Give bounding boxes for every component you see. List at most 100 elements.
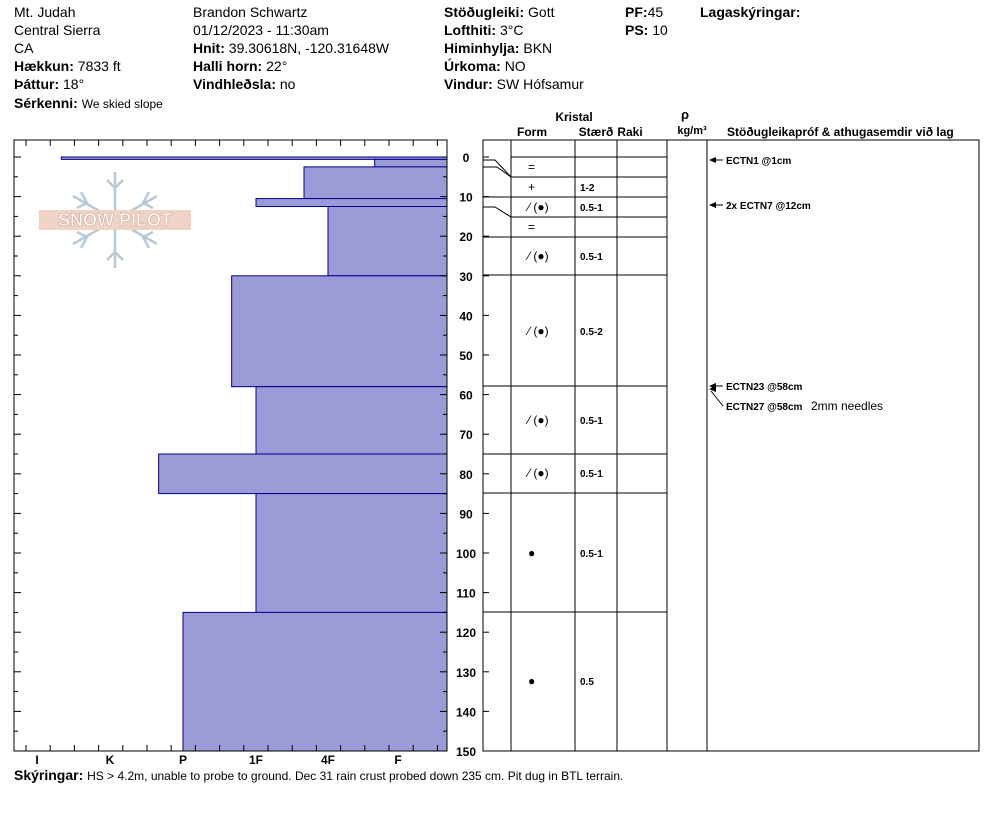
layer-form-symbol: +: [528, 180, 535, 194]
elevation-value: 7833 ft: [77, 58, 121, 74]
y-tick-label: 70: [459, 428, 473, 442]
layer-grain-size: 0.5-1: [580, 203, 603, 214]
precip-label: Úrkoma:: [444, 58, 501, 74]
slope-value: 22°: [266, 58, 288, 74]
wind-value: SW Hófsamur: [496, 76, 584, 92]
y-tick-label: 50: [459, 349, 473, 363]
sky-label: Himinhylja:: [444, 40, 520, 56]
y-tick-label: 140: [456, 705, 476, 719]
wind-loading-label: Vindhleðsla:: [193, 76, 276, 92]
wind-loading-value: no: [279, 76, 296, 92]
layer-grain-size: 0.5-1: [580, 252, 603, 263]
y-tick-label: 60: [459, 389, 473, 403]
snowpilot-logo: SNOW PILOT: [39, 172, 191, 268]
footer-text: HS > 4.2m, unable to probe to ground. De…: [87, 769, 624, 783]
logo-banner: [39, 210, 191, 230]
hardness-bar: [303, 166, 448, 200]
range: Central Sierra: [14, 22, 101, 38]
column-header-moisture: Raki: [617, 125, 642, 139]
test-arrowhead: [709, 157, 716, 163]
observer: Brandon Schwartz: [193, 4, 308, 20]
y-tick-label: 10: [459, 191, 473, 205]
feature-value: We skied slope: [81, 97, 163, 111]
stability-value: Gott: [528, 4, 555, 20]
layer-table-frame: [482, 139, 980, 752]
stability-test-comment: 2mm needles: [811, 399, 883, 413]
elevation: Hækkun: 7833 ft: [14, 57, 121, 75]
column-header-form: Form: [517, 125, 547, 139]
hardness-bar: [255, 386, 448, 455]
slope-label: Halli horn:: [193, 58, 263, 74]
hardness-bar: [182, 611, 448, 752]
hardness-bar: [255, 198, 448, 208]
air-temp-value: 3°C: [499, 22, 524, 38]
ps-value: 10: [652, 22, 668, 38]
wind-loading: Vindhleðsla: no: [193, 75, 295, 93]
coords-value: 39.30618N, -120.31648W: [228, 40, 390, 56]
air-temp-label: Lofthiti:: [444, 22, 497, 38]
ps-label: PS:: [625, 22, 649, 38]
y-tick-label: 120: [456, 626, 476, 640]
footer-notes: Skýringar: HS > 4.2m, unable to probe to…: [14, 766, 623, 785]
air-temp: Lofthiti: 3°C: [444, 21, 523, 39]
y-tick-label: 0: [463, 151, 470, 165]
layer-form-symbol: ⁄ (●): [525, 413, 549, 427]
test-arrowhead: [709, 202, 716, 208]
layer-notes-title: Lagaskýringar:: [700, 4, 801, 20]
sky: Himinhylja: BKN: [444, 39, 552, 57]
test-pointer: [710, 390, 724, 407]
layer-form-symbol: ⁄ (●): [525, 466, 549, 480]
footer-label: Skýringar:: [14, 767, 84, 783]
layer-connector: [483, 159, 512, 178]
elevation-label: Hækkun:: [14, 58, 74, 74]
x-tick-label: 1F: [249, 753, 263, 767]
sky-value: BKN: [523, 40, 553, 56]
hardness-plot-frame: [13, 139, 448, 752]
y-tick-label: 100: [456, 547, 476, 561]
y-tick-label: 110: [456, 587, 476, 601]
hardness-bar: [327, 206, 448, 277]
x-tick-label: F: [394, 753, 401, 767]
layer-grain-size: 0.5-1: [580, 416, 603, 427]
aspect: Þáttur: 18°: [14, 75, 84, 93]
stability-test-label: ECTN23 @58cm: [726, 382, 803, 393]
pf-value: 45: [647, 4, 664, 20]
logo-text: SNOW PILOT: [58, 210, 172, 230]
aspect-label: Þáttur:: [14, 76, 60, 92]
wind: Vindur: SW Hófsamur: [444, 75, 584, 93]
column-header-crystal: Kristal: [555, 110, 592, 124]
layer-grain-size: 1-2: [580, 183, 595, 194]
ps: PS: 10: [625, 21, 668, 39]
layer-grain-size: 0.5-1: [580, 549, 603, 560]
stability-test-label: ECTN27 @58cm: [726, 402, 803, 413]
layer-grain-size: 0.5-2: [580, 327, 603, 338]
hardness-bar: [374, 158, 448, 168]
layer-form-symbol: ⁄ (●): [525, 200, 549, 214]
hardness-bar: [255, 493, 448, 613]
location: Mt. Judah: [14, 4, 76, 20]
slope: Halli horn: 22°: [193, 57, 287, 75]
state: CA: [14, 40, 34, 56]
layer-form-symbol: ⁄ (●): [525, 249, 549, 263]
layer-grain-size: 0.5-1: [580, 469, 603, 480]
layer-connector: [483, 166, 512, 178]
feature-label: Sérkenni:: [14, 95, 78, 111]
pf-label: PF:: [625, 4, 648, 20]
column-header-tests: Stöðugleikapróf & athugasemdir við lag: [727, 125, 954, 139]
y-tick-label: 150: [456, 745, 476, 759]
coords: Hnit: 39.30618N, -120.31648W: [193, 39, 389, 57]
wind-label: Vindur:: [444, 76, 493, 92]
x-tick-label: K: [106, 753, 115, 767]
layer-connector: [483, 206, 512, 218]
stability: Stöðugleiki: Gott: [444, 3, 554, 21]
x-tick-label: P: [179, 753, 187, 767]
aspect-value: 18°: [63, 76, 85, 92]
coords-label: Hnit:: [193, 40, 225, 56]
y-tick-label: 20: [459, 230, 473, 244]
y-tick-label: 40: [459, 309, 473, 323]
y-tick-label: 130: [456, 666, 476, 680]
stability-test-label: ECTN1 @1cm: [726, 156, 791, 167]
y-tick-label: 80: [459, 468, 473, 482]
layer-form-symbol: ⁄ (●): [525, 324, 549, 338]
